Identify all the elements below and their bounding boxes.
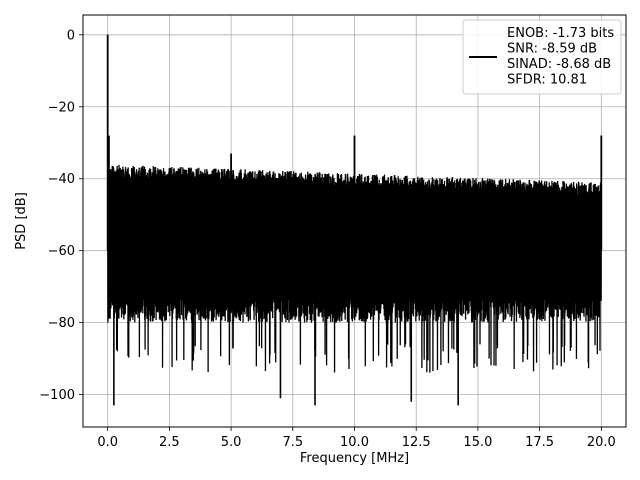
legend-box [462, 19, 622, 95]
plot-area [106, 34, 603, 406]
x-tick-label: 7.5 [282, 435, 303, 450]
y-tick-label: −60 [48, 244, 75, 259]
y-tick-label: −100 [39, 388, 75, 403]
legend-entry: SINAD: -8.68 dB [507, 57, 611, 72]
y-tick-label: −20 [48, 100, 75, 115]
x-axis-label: Frequency [MHz] [300, 451, 409, 466]
axis-ticks: 0.0 2.5 5.0 7.5 10.0 12.5 15.0 17.5 20.0 0 −20 −40 −… [39, 28, 616, 450]
x-tick-label: 2.5 [159, 435, 180, 450]
x-tick-label: 17.5 [525, 435, 554, 450]
y-axis-label: PSD [dB] [14, 192, 29, 250]
x-tick-label: 20.0 [587, 435, 616, 450]
y-tick-label: −40 [48, 172, 75, 187]
x-tick-label: 10.0 [340, 435, 369, 450]
legend-entry: ENOB: -1.73 bits [507, 26, 614, 41]
x-tick-label: 12.5 [402, 435, 431, 450]
legend-entry: SFDR: 10.81 [507, 73, 587, 88]
y-tick-label: 0 [67, 28, 75, 43]
x-tick-label: 0.0 [97, 435, 118, 450]
y-tick-label: −80 [48, 316, 75, 331]
x-tick-label: 15.0 [463, 435, 492, 450]
legend-entry: SNR: -8.59 dB [507, 42, 597, 57]
x-tick-label: 5.0 [221, 435, 242, 450]
